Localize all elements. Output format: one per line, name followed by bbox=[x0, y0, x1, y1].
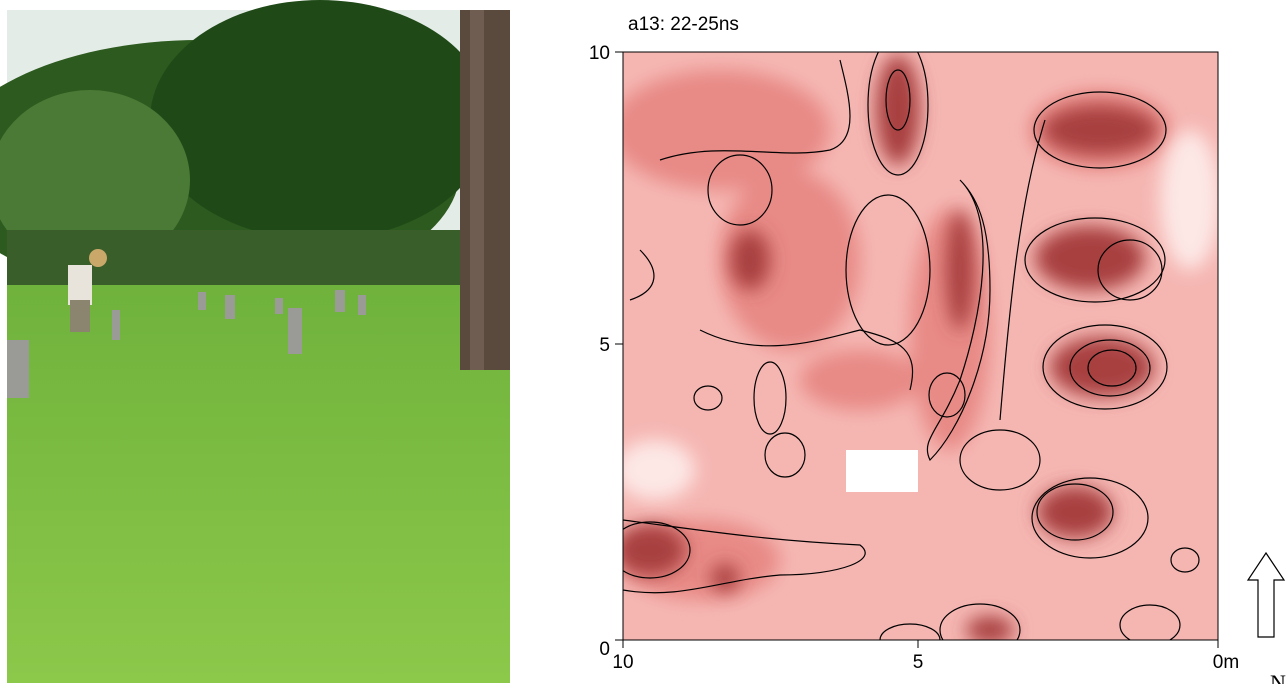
x-tick-label: 0m bbox=[1213, 652, 1239, 673]
page: {"map": {"title": "a13: 22-25ns", "x_tic… bbox=[0, 0, 1287, 684]
site-photo bbox=[0, 0, 510, 683]
x-tick-label: 10 bbox=[612, 652, 633, 673]
map-title: a13: 22-25ns bbox=[628, 14, 739, 35]
gpr-map bbox=[610, 35, 1220, 656]
x-tick-label: 5 bbox=[913, 652, 924, 673]
y-tick-label: 0 bbox=[599, 639, 610, 660]
north-arrow bbox=[1248, 553, 1284, 637]
y-tick-label: 10 bbox=[589, 43, 610, 64]
figure: a13: 22-25ns 10 5 0m 10 5 0 N bbox=[0, 0, 1287, 684]
y-tick-label: 5 bbox=[599, 335, 610, 356]
north-label: N bbox=[1270, 670, 1286, 684]
